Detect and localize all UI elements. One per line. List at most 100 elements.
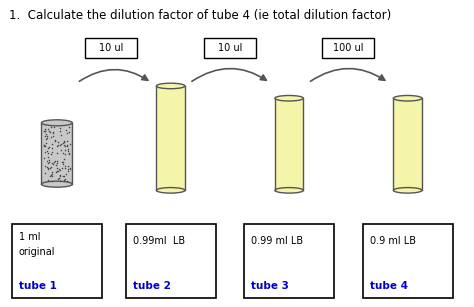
Point: [59, 160, 66, 165]
Point: [48, 161, 55, 166]
Point: [41, 163, 48, 168]
Point: [52, 170, 60, 175]
Point: [56, 128, 64, 133]
Point: [42, 144, 49, 149]
Point: [64, 178, 71, 183]
Point: [57, 132, 65, 137]
Point: [40, 144, 48, 149]
Point: [63, 143, 71, 148]
FancyArrowPatch shape: [192, 68, 266, 81]
Point: [45, 157, 53, 162]
Bar: [41, 123, 72, 184]
Point: [60, 139, 68, 144]
FancyArrowPatch shape: [310, 68, 385, 81]
Bar: [275, 98, 303, 190]
Text: tube 4: tube 4: [370, 281, 408, 291]
Point: [61, 178, 68, 183]
Point: [56, 173, 64, 177]
Point: [40, 143, 48, 148]
Point: [63, 131, 71, 136]
Point: [62, 165, 69, 170]
Bar: [204, 38, 256, 58]
Text: 0.99 ml LB: 0.99 ml LB: [251, 236, 303, 247]
Point: [40, 156, 48, 161]
Point: [64, 143, 71, 148]
Point: [61, 163, 69, 168]
Point: [60, 142, 68, 147]
Point: [44, 134, 51, 138]
Point: [59, 173, 67, 178]
Point: [44, 151, 52, 156]
Point: [48, 142, 55, 146]
Point: [55, 176, 63, 181]
Point: [56, 174, 64, 179]
Point: [64, 164, 72, 169]
Point: [48, 173, 55, 178]
Point: [48, 145, 55, 150]
Text: tube 1: tube 1: [19, 281, 57, 291]
Point: [54, 161, 61, 165]
Point: [46, 160, 53, 165]
Point: [46, 129, 54, 134]
Point: [65, 129, 73, 134]
FancyArrowPatch shape: [79, 70, 148, 81]
Point: [47, 135, 55, 140]
Point: [44, 155, 51, 160]
Point: [45, 177, 52, 182]
Bar: [322, 38, 374, 58]
Point: [62, 172, 70, 177]
Point: [66, 141, 73, 146]
Point: [48, 171, 56, 176]
Text: original: original: [19, 247, 55, 257]
Text: 0.9 ml LB: 0.9 ml LB: [370, 236, 416, 247]
Point: [62, 151, 69, 156]
Point: [47, 125, 55, 130]
Text: 1 ml: 1 ml: [19, 232, 40, 242]
Point: [57, 147, 64, 152]
Point: [53, 165, 61, 170]
Ellipse shape: [393, 188, 422, 193]
Point: [60, 138, 68, 143]
Bar: [12, 224, 102, 298]
Text: 0.99ml  LB: 0.99ml LB: [133, 236, 185, 247]
Point: [66, 166, 73, 171]
Text: tube 3: tube 3: [251, 281, 289, 291]
Point: [43, 132, 50, 137]
Bar: [85, 38, 137, 58]
Bar: [156, 86, 185, 190]
Point: [41, 134, 49, 138]
Point: [40, 129, 47, 134]
Point: [40, 142, 48, 147]
Point: [45, 126, 52, 131]
Ellipse shape: [41, 181, 72, 187]
Text: 10 ul: 10 ul: [99, 43, 124, 53]
Point: [47, 165, 55, 169]
Point: [53, 144, 61, 149]
Point: [42, 137, 50, 142]
Point: [59, 140, 66, 145]
Point: [42, 150, 49, 154]
Point: [45, 146, 52, 151]
Ellipse shape: [275, 95, 303, 101]
Point: [41, 127, 48, 132]
Point: [59, 161, 67, 166]
Point: [45, 145, 53, 150]
Point: [62, 127, 70, 132]
Point: [42, 129, 49, 134]
Point: [63, 139, 71, 144]
Point: [61, 148, 69, 153]
Text: 100 ul: 100 ul: [333, 43, 364, 53]
Point: [50, 134, 57, 139]
Point: [49, 130, 57, 135]
Point: [66, 165, 74, 170]
Point: [43, 158, 50, 163]
Text: tube 2: tube 2: [133, 281, 171, 291]
Point: [64, 166, 72, 171]
Text: 10 ul: 10 ul: [218, 43, 242, 53]
Point: [64, 169, 72, 174]
Point: [61, 177, 68, 181]
Point: [46, 174, 54, 179]
Point: [64, 149, 72, 154]
Point: [48, 178, 56, 183]
Ellipse shape: [156, 188, 185, 193]
